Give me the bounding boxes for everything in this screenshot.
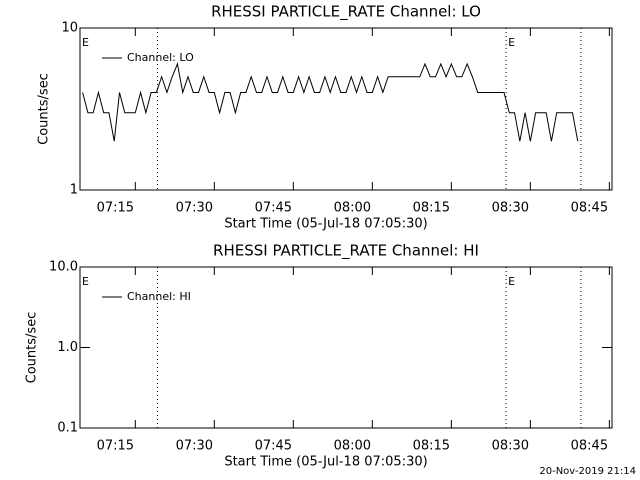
x-tick-label: 07:30 [176,201,213,216]
y-tick-label: 0.1 [57,421,78,436]
legend-label: Channel: LO [127,51,194,64]
y-tick-label: 1.0 [57,340,78,355]
y-tick-label: 1 [70,183,78,198]
x-tick-label: 07:45 [255,201,292,216]
x-tick-label: 08:15 [413,201,450,216]
x-tick-label: 08:15 [413,439,450,454]
annotation: E [82,275,89,288]
x-tick-label: 08:00 [334,439,371,454]
x-tick-label: 08:00 [334,201,371,216]
x-axis-label: Start Time (05-Jul-18 07:05:30) [224,455,427,470]
x-tick-label: 08:45 [571,439,608,454]
annotation: E [82,36,89,49]
footer: 20-Nov-2019 21:14 [539,466,636,477]
plot-frame [79,27,613,191]
annotation: E [508,275,515,288]
annotation: E [508,36,515,49]
chart-title: RHESSI PARTICLE_RATE Channel: HI [213,242,479,261]
y-axis-label: Counts/sec [25,312,40,384]
y-axis-label: Counts/sec [37,73,52,145]
x-tick-label: 07:15 [97,201,134,216]
chart-title: RHESSI PARTICLE_RATE Channel: LO [211,3,481,22]
x-tick-label: 07:15 [97,439,134,454]
legend-label: Channel: HI [127,290,191,303]
y-tick-label: 10 [61,21,78,36]
y-tick-label: 10.0 [49,260,78,275]
x-tick-label: 08:45 [571,201,608,216]
x-tick-label: 08:30 [492,439,529,454]
x-tick-label: 08:30 [492,201,529,216]
series-line [82,62,579,142]
x-axis-label: Start Time (05-Jul-18 07:05:30) [224,217,427,232]
x-tick-label: 07:45 [255,439,292,454]
x-tick-label: 07:30 [176,439,213,454]
